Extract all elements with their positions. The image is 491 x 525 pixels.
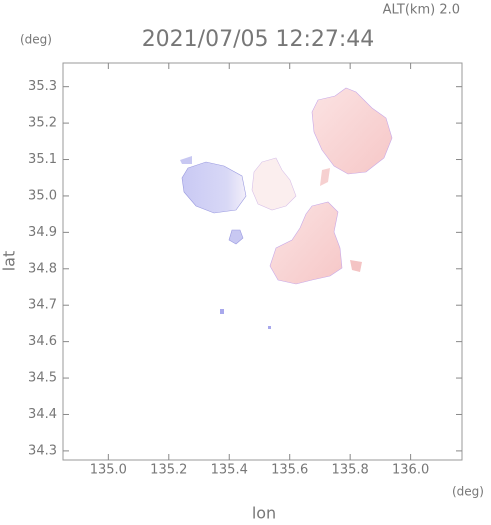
x-unit: (deg)	[452, 485, 484, 499]
chart-subtitle: ALT(km) 2.0	[383, 3, 460, 18]
echo-area	[350, 260, 362, 272]
echo-area	[180, 156, 192, 164]
y-tick-label: 34.7	[28, 298, 57, 313]
echo-area	[320, 168, 330, 186]
echo-area	[268, 326, 271, 329]
plot-frame	[62, 62, 463, 461]
echo-area	[181, 161, 247, 214]
x-tick-label: 135.2	[150, 463, 187, 478]
y-unit: (deg)	[20, 33, 52, 47]
echo-area	[311, 87, 393, 175]
echo-area	[228, 229, 244, 245]
chart-title: 2021/07/05 12:27:44	[142, 27, 375, 52]
y-tick-label: 35.0	[28, 188, 57, 203]
y-tick-label: 35.2	[28, 116, 57, 131]
echo-area	[269, 201, 343, 285]
x-tick-label: 135.0	[90, 463, 127, 478]
y-tick-label: 35.1	[28, 152, 57, 167]
y-tick-label: 34.4	[28, 407, 57, 422]
y-tick-label: 34.9	[28, 225, 57, 240]
echo-areas	[180, 87, 393, 329]
echo-area	[251, 157, 297, 211]
x-axis-label: lon	[252, 504, 276, 522]
x-tick-label: 135.4	[211, 463, 248, 478]
y-tick-label: 35.3	[28, 79, 57, 94]
y-tick-label: 34.5	[28, 371, 57, 386]
echo-area	[220, 309, 224, 314]
y-tick-label: 34.6	[28, 334, 57, 349]
y-tick-label: 34.3	[28, 443, 57, 458]
x-tick-label: 136.0	[392, 463, 429, 478]
x-tick-label: 135.6	[271, 463, 308, 478]
y-tick-label: 34.8	[28, 261, 57, 276]
x-tick-label: 135.8	[332, 463, 369, 478]
y-axis-label: lat	[0, 251, 19, 272]
